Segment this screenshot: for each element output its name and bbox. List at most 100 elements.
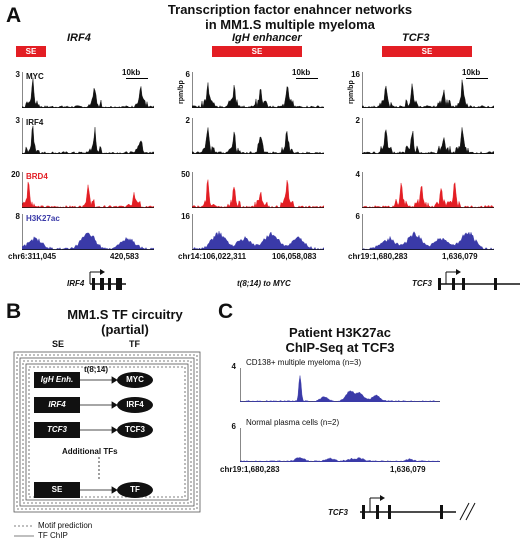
gene-caption-2: TCF3 (412, 279, 432, 288)
panel-b-title: MM1.S TF circuitry (partial) (30, 307, 220, 337)
gene-caption-0: IRF4 (67, 279, 85, 288)
loop-outer-5 (25, 363, 189, 501)
ymax-2-1: 2 (355, 116, 360, 125)
tf-node-irf4: IRF4 (117, 397, 153, 413)
scale-bar-1 (296, 78, 318, 79)
panel-a-title-line2: in MM1.S multiple myeloma (205, 17, 375, 32)
enhancer-node-irf4: IRF4 (34, 397, 80, 413)
enhancer-node-igh: IgH Enh. (34, 372, 80, 388)
ymax-0-3: 8 (15, 212, 20, 221)
loop-outer-3 (19, 357, 195, 507)
se-bar-0: SE (16, 46, 46, 57)
patient-coord-start: chr19:1,680,283 (220, 465, 280, 474)
signal-profile-irf4 (22, 125, 154, 154)
panel-c-title-line2: ChIP-Seq at TCF3 (285, 340, 395, 355)
scale-label-0: 10kb (122, 68, 141, 77)
coord-end-1: 106,058,083 (272, 252, 317, 261)
ylabel-2: rpm/bp (348, 80, 355, 104)
loop-outer-6 (28, 366, 186, 498)
track-label-1: IRF4 (26, 118, 44, 127)
circuit-header-se: SE (52, 339, 65, 349)
se-bar-1: SE (212, 46, 302, 57)
se-bar-2: SE (382, 46, 472, 57)
signal-profile-h3k27ac (362, 231, 494, 250)
ymax-1-0: 6 (185, 70, 190, 79)
signal-track-2-3 (362, 214, 494, 250)
signal-track-2-1 (362, 118, 494, 154)
signal-profile-h3k27ac (192, 231, 324, 250)
ymax-1-1: 2 (185, 116, 190, 125)
patient-ymax-0: 4 (231, 362, 236, 371)
signal-profile-myc (362, 79, 494, 108)
scale-label-2: 10kb (462, 68, 481, 77)
patient-track-label-0: CD138+ multiple myeloma (n=3) (246, 358, 362, 367)
coord-start-1: chr14:106,022,311 (178, 252, 247, 261)
panel-a-letter: A (6, 4, 22, 27)
ymax-0-1: 3 (15, 116, 20, 125)
ymax-0-0: 3 (15, 70, 20, 79)
circuit-diagram (13, 351, 201, 513)
gene-label-0: IRF4 (67, 32, 91, 44)
enhancer-node-tcf3: TCF3 (34, 422, 80, 438)
signal-track-1-3 (192, 214, 324, 250)
signal-profile-irf4 (362, 127, 494, 154)
circuit-header-tf: TF (129, 339, 140, 349)
ymax-1-3: 16 (181, 212, 190, 221)
arrowhead-se-tf (111, 486, 118, 494)
signal-track-1-1 (192, 118, 324, 154)
gene-label-1: IgH enhancer (232, 32, 302, 44)
panel-a-title-line1: Transcription factor enahncer networks (167, 2, 413, 17)
panel-b-letter: B (6, 300, 22, 323)
legend-chip: TF ChIP (38, 531, 68, 540)
signal-profile-myc (192, 82, 324, 108)
arrowhead-irf4 (111, 401, 118, 409)
arrowhead-tcf3 (111, 426, 118, 434)
ymax-1-2: 50 (181, 170, 190, 179)
enhancer-node-se: SE (34, 482, 80, 498)
signal-track-0-3 (22, 214, 154, 250)
panel-c-title: Patient H3K27ac ChIP-Seq at TCF3 (245, 325, 435, 355)
ylabel-1: rpm/bp (178, 80, 185, 104)
scale-bar-2 (466, 78, 488, 79)
signal-track-0-1 (22, 118, 154, 154)
signal-profile-brd4 (362, 182, 494, 208)
ymax-2-2: 4 (355, 170, 360, 179)
patient-signal-profile-1 (240, 457, 440, 462)
coord-start-0: chr6:311,045 (8, 252, 57, 261)
loop-outer-4 (22, 360, 192, 504)
patient-signal-track-1 (240, 428, 440, 462)
loop-outer-2 (16, 354, 198, 510)
scale-label-1: 10kb (292, 68, 311, 77)
patient-track-label-1: Normal plasma cells (n=2) (246, 418, 340, 427)
signal-profile-irf4 (192, 127, 324, 154)
ymax-0-2: 20 (11, 170, 20, 179)
gene-model-0 (89, 269, 126, 290)
signal-track-2-0 (362, 72, 494, 108)
gene-model-1 (264, 266, 404, 296)
patient-coord-end: 1,636,079 (390, 465, 426, 474)
signal-track-1-2 (192, 172, 324, 208)
legend-lines (14, 525, 34, 537)
signal-track-0-2 (22, 172, 154, 208)
patient-gene-model (360, 495, 476, 521)
panel-b-title-line1: MM1.S TF circuitry (67, 307, 183, 322)
tf-node-tcf3: TCF3 (117, 422, 153, 438)
arrowhead-igh-myc (111, 376, 118, 384)
scale-bar-0 (126, 78, 148, 79)
track-label-0: MYC (26, 72, 44, 81)
track-label-3: H3K27ac (26, 214, 60, 223)
patient-gene-caption: TCF3 (328, 508, 348, 517)
translocation-label: t(8;14) (84, 365, 109, 374)
additional-tfs-label: Additional TFs (62, 447, 118, 456)
coord-start-2: chr19:1,680,283 (348, 252, 408, 261)
tf-node-tf: TF (117, 482, 153, 498)
panel-a-title: Transcription factor enahncer networks i… (100, 2, 480, 32)
coord-end-0: 420,583 (110, 252, 139, 261)
gene-label-2: TCF3 (402, 32, 430, 44)
ymax-2-3: 6 (355, 212, 360, 221)
legend-motif: Motif prediction (38, 521, 93, 530)
loop-outer-1 (13, 351, 201, 513)
gene-model-2 (438, 269, 520, 290)
patient-signal-track-0 (240, 368, 440, 402)
signal-track-0-0 (22, 72, 154, 108)
